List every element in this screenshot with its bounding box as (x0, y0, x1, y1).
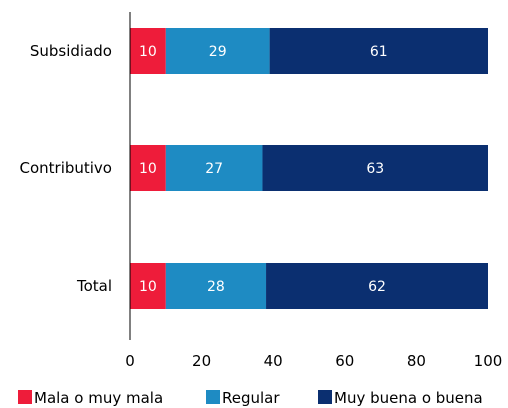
data-label-contributivo-mala-o-muy-mala: 10 (139, 161, 157, 177)
data-label-subsidiado-muy-buena-o-buena: 61 (370, 44, 388, 60)
bar-total-mala-o-muy-mala (130, 263, 166, 309)
data-label-subsidiado-mala-o-muy-mala: 10 (139, 44, 157, 60)
data-label-total-muy-buena-o-buena: 62 (368, 279, 386, 295)
bar-subsidiado-muy-buena-o-buena (269, 28, 488, 74)
legend-label-muy-buena-o-buena: Muy buena o buena (334, 389, 483, 407)
x-tick-label-40: 40 (264, 352, 283, 370)
x-tick-label-0: 0 (125, 352, 135, 370)
legend-swatch-mala-o-muy-mala (18, 390, 32, 404)
bar-total-regular (165, 263, 267, 309)
data-label-contributivo-regular: 27 (205, 161, 223, 177)
legend-swatch-muy-buena-o-buena (318, 390, 332, 404)
bar-subsidiado-mala-o-muy-mala (130, 28, 166, 74)
bar-total-muy-buena-o-buena (266, 263, 488, 309)
x-tick-label-20: 20 (192, 352, 211, 370)
data-label-subsidiado-regular: 29 (209, 44, 227, 60)
x-tick-label-80: 80 (407, 352, 426, 370)
data-label-contributivo-muy-buena-o-buena: 63 (366, 161, 384, 177)
bars-layer: 10 29 61 10 27 63 10 28 62 (130, 28, 488, 309)
legend-label-mala-o-muy-mala: Mala o muy mala (34, 389, 163, 407)
data-label-total-mala-o-muy-mala: 10 (139, 279, 157, 295)
category-label-total: Total (76, 277, 112, 295)
x-tick-labels: 0 20 40 60 80 100 (125, 352, 502, 370)
category-labels: Subsidiado Contributivo Total (19, 42, 112, 295)
legend: Mala o muy mala Regular Muy buena o buena (18, 389, 483, 407)
category-label-subsidiado: Subsidiado (30, 42, 112, 60)
x-tick-label-100: 100 (474, 352, 503, 370)
bar-subsidiado-regular (165, 28, 270, 74)
legend-label-regular: Regular (222, 389, 280, 407)
legend-swatch-regular (206, 390, 220, 404)
bar-contributivo-muy-buena-o-buena (262, 145, 488, 191)
category-label-contributivo: Contributivo (19, 159, 112, 177)
data-label-total-regular: 28 (207, 279, 225, 295)
x-tick-label-60: 60 (335, 352, 354, 370)
bar-contributivo-mala-o-muy-mala (130, 145, 166, 191)
bar-contributivo-regular (165, 145, 263, 191)
